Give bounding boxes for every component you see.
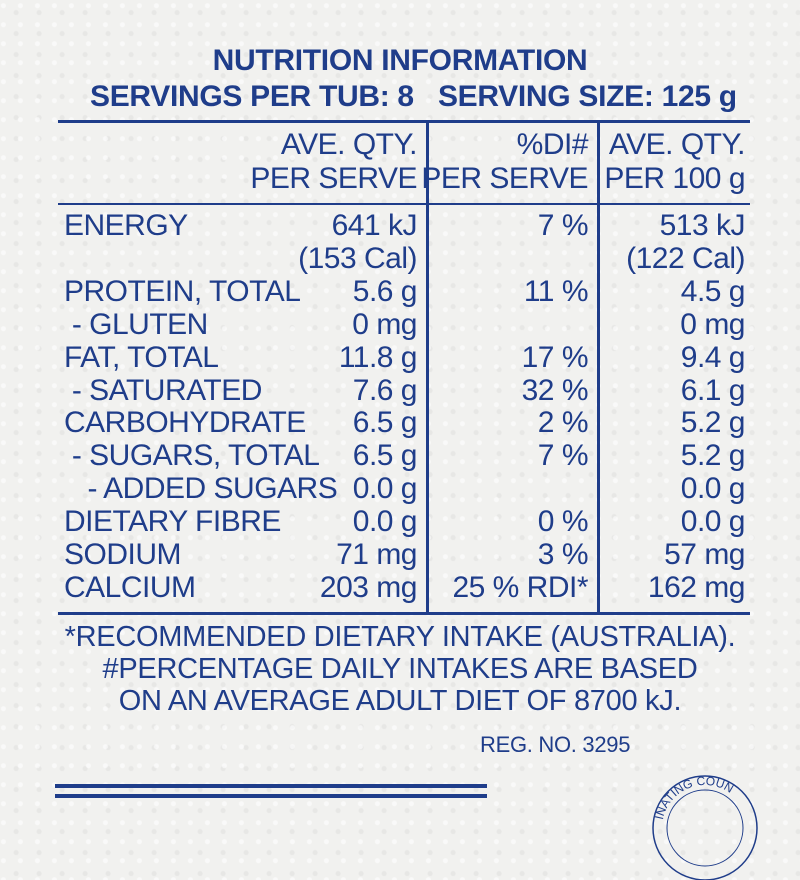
seal-text: INATING COUN bbox=[652, 774, 736, 821]
value-di: 25 % RDI* bbox=[452, 570, 588, 604]
decorative-bars bbox=[55, 784, 487, 800]
value-per-100g: 0 mg bbox=[680, 307, 745, 341]
value-di: 7 % bbox=[537, 209, 589, 242]
value-di: 0 % bbox=[537, 505, 589, 539]
value-per-100g: 5.2 g bbox=[680, 439, 746, 473]
certification-seal-icon: INATING COUN bbox=[652, 774, 758, 880]
table-row: - GLUTEN 0 mg 0 mg bbox=[0, 308, 800, 341]
value-per-serve: 203 mg bbox=[319, 570, 418, 604]
value-per-serve: 0 mg bbox=[352, 307, 417, 341]
value-per-serve: 6.5 g bbox=[352, 439, 418, 473]
table-row: (153 Cal) (122 Cal) bbox=[0, 242, 800, 275]
value-per-100g: 0.0 g bbox=[680, 472, 746, 506]
value-di: 17 % bbox=[521, 340, 589, 374]
table-row: PROTEIN, TOTAL 5.6 g 11 % 4.5 g bbox=[0, 275, 800, 308]
value-di: 32 % bbox=[521, 373, 589, 407]
row-label: ENERGY bbox=[64, 209, 188, 242]
row-label: DIETARY FIBRE bbox=[64, 505, 281, 539]
value-per-100g: 513 kJ bbox=[659, 209, 746, 242]
value-per-100g: 4.5 g bbox=[680, 274, 746, 308]
value-di: 11 % bbox=[523, 274, 589, 308]
table-row: DIETARY FIBRE 0.0 g 0 % 0.0 g bbox=[0, 505, 800, 538]
row-label: CARBOHYDRATE bbox=[64, 406, 306, 440]
value-per-serve: (153 Cal) bbox=[298, 241, 417, 275]
serving-info: SERVINGS PER TUB: 8 SERVING SIZE: 125 g bbox=[90, 80, 740, 114]
value-di: 2 % bbox=[537, 406, 589, 440]
header-di-per-serve: %DI# PER SERVE bbox=[421, 128, 588, 195]
row-label: - GLUTEN bbox=[64, 307, 209, 341]
value-per-serve: 71 mg bbox=[336, 538, 417, 571]
footnote-diet: ON AN AVERAGE ADULT DIET OF 8700 kJ. bbox=[118, 685, 682, 717]
table-row: CALCIUM 203 mg 25 % RDI* 162 mg bbox=[0, 571, 800, 604]
value-per-100g: 5.2 g bbox=[680, 406, 746, 440]
row-label: FAT, TOTAL bbox=[64, 340, 219, 374]
row-label: - ADDED SUGARS bbox=[64, 472, 338, 506]
value-per-serve: 11.8 g bbox=[338, 340, 418, 374]
value-per-serve: 641 kJ bbox=[331, 209, 418, 242]
panel-title: NUTRITION INFORMATION bbox=[212, 44, 588, 77]
row-label: PROTEIN, TOTAL bbox=[64, 274, 301, 308]
table-row: - SUGARS, TOTAL 6.5 g 7 % 5.2 g bbox=[0, 439, 800, 472]
value-per-100g: (122 Cal) bbox=[626, 241, 745, 275]
value-per-100g: 6.1 g bbox=[680, 373, 746, 407]
value-per-serve: 5.6 g bbox=[352, 274, 418, 308]
row-label: - SATURATED bbox=[64, 373, 263, 407]
table-row: ENERGY 641 kJ 7 % 513 kJ bbox=[0, 209, 800, 242]
row-label: - SUGARS, TOTAL bbox=[64, 439, 320, 473]
value-per-100g: 0.0 g bbox=[680, 505, 746, 539]
value-di: 7 % bbox=[537, 439, 589, 473]
table-row: - ADDED SUGARS 0.0 g 0.0 g bbox=[0, 472, 800, 505]
header-avg-per-serve: AVE. QTY. PER SERVE bbox=[250, 128, 417, 195]
header-divider bbox=[58, 203, 750, 205]
header-avg-per-100g: AVE. QTY. PER 100 g bbox=[604, 128, 745, 195]
nutrition-table-frame bbox=[58, 120, 750, 615]
footnote-rdi: *RECOMMENDED DIETARY INTAKE (AUSTRALIA). bbox=[64, 621, 736, 653]
serving-size: SERVING SIZE: 125 g bbox=[437, 80, 737, 113]
registration-number: REG. NO. 3295 bbox=[480, 732, 631, 757]
value-per-serve: 6.5 g bbox=[352, 406, 418, 440]
footnote-di: #PERCENTAGE DAILY INTAKES ARE BASED bbox=[102, 653, 698, 685]
table-row: FAT, TOTAL 11.8 g 17 % 9.4 g bbox=[0, 341, 800, 374]
column-divider-2 bbox=[597, 120, 600, 615]
value-di: 3 % bbox=[537, 538, 589, 571]
value-per-100g: 162 mg bbox=[647, 570, 746, 604]
table-row: CARBOHYDRATE 6.5 g 2 % 5.2 g bbox=[0, 406, 800, 439]
value-per-serve: 0.0 g bbox=[352, 505, 418, 539]
row-label: SODIUM bbox=[64, 538, 182, 571]
table-row: SODIUM 71 mg 3 % 57 mg bbox=[0, 538, 800, 571]
column-divider-1 bbox=[426, 120, 429, 615]
table-row: - SATURATED 7.6 g 32 % 6.1 g bbox=[0, 374, 800, 407]
value-per-100g: 57 mg bbox=[664, 538, 745, 571]
row-label: CALCIUM bbox=[64, 570, 196, 604]
servings-per-tub: SERVINGS PER TUB: 8 bbox=[90, 80, 414, 113]
value-per-serve: 7.6 g bbox=[352, 373, 418, 407]
value-per-100g: 9.4 g bbox=[680, 340, 746, 374]
value-per-serve: 0.0 g bbox=[352, 472, 418, 506]
